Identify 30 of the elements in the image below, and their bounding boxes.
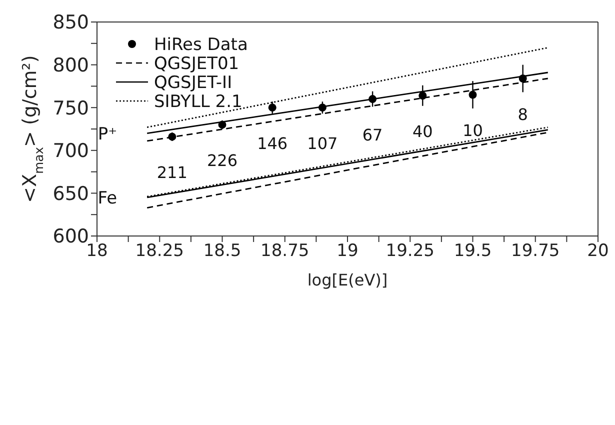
x-tick-label: 18.25: [135, 241, 184, 262]
x-tick-label: 20: [587, 241, 609, 262]
annotation: 107: [307, 134, 338, 153]
x-tick-label: 19: [336, 241, 358, 262]
x-tick-label: 19.75: [511, 241, 560, 262]
annotation: 8: [518, 104, 528, 124]
annotation: 226: [206, 151, 238, 170]
annotation: P⁺: [98, 124, 118, 144]
y-tick-label: 750: [52, 97, 89, 120]
annotation: 40: [412, 122, 433, 141]
annotation: 211: [156, 163, 188, 182]
y-tick-label: 800: [52, 54, 89, 77]
x-tick-label: 19.25: [386, 241, 434, 262]
y-tick-label: 700: [52, 140, 89, 162]
legend-label: HiRes Data: [154, 35, 248, 55]
annotation: 146: [257, 134, 288, 153]
legend-label: SIBYLL 2.1: [154, 92, 242, 112]
x-tick-label: 19.5: [454, 241, 492, 262]
y-tick-label: 650: [52, 182, 89, 205]
x-tick-label: 18: [86, 241, 108, 262]
y-tick-label: 600: [52, 226, 89, 248]
y-tick-label: 850: [52, 12, 89, 34]
x-axis-title: log[E(eV)]: [307, 270, 388, 290]
legend-label: QGSJET01: [154, 54, 240, 74]
x-tick-label: 18.75: [260, 241, 310, 262]
annotation: Fe: [98, 188, 118, 209]
annotation: 10: [462, 121, 483, 140]
annotation: 67: [362, 125, 383, 144]
x-tick-label: 18.5: [203, 241, 242, 262]
legend-label: QGSJET-II: [154, 73, 232, 93]
